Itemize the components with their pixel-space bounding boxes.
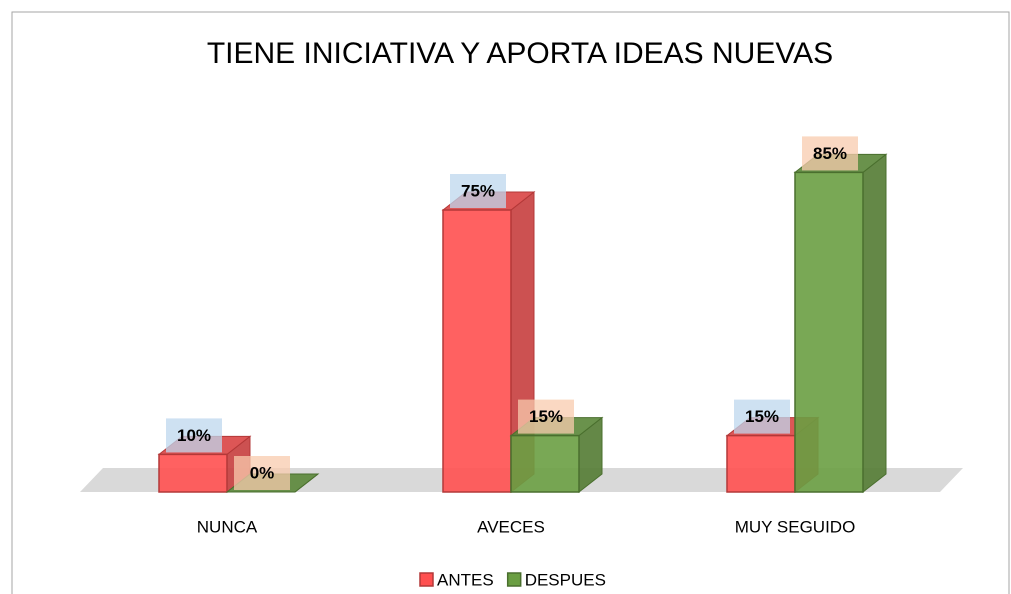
legend-label: DESPUES: [525, 570, 606, 589]
value-label: 75%: [461, 181, 495, 200]
value-label-box: [450, 174, 506, 208]
x-tick-label: AVECES: [477, 517, 545, 536]
bar: [794, 171, 864, 493]
bar: [726, 434, 796, 493]
legend-swatch: [419, 572, 434, 587]
value-label: 0%: [250, 463, 275, 482]
x-tick-label: NUNCA: [197, 517, 258, 536]
x-tick-label: MUY SEGUIDO: [735, 517, 856, 536]
bar-side: [862, 153, 887, 494]
legend-swatch: [506, 572, 522, 587]
value-label-box: [234, 456, 290, 490]
value-label-box: [518, 399, 574, 434]
value-label: 15%: [745, 407, 779, 426]
bar: [510, 434, 580, 493]
bar: [158, 453, 228, 493]
value-label: 15%: [529, 407, 563, 426]
legend-label: ANTES: [437, 570, 494, 589]
chart-title: TIENE INICIATIVA Y APORTA IDEAS NUEVAS: [207, 37, 833, 70]
value-label: 85%: [813, 144, 847, 163]
value-label: 10%: [177, 426, 211, 445]
bar: [442, 209, 512, 493]
value-label-box: [166, 418, 222, 453]
value-label-box: [802, 136, 858, 171]
value-label-box: [734, 399, 790, 434]
